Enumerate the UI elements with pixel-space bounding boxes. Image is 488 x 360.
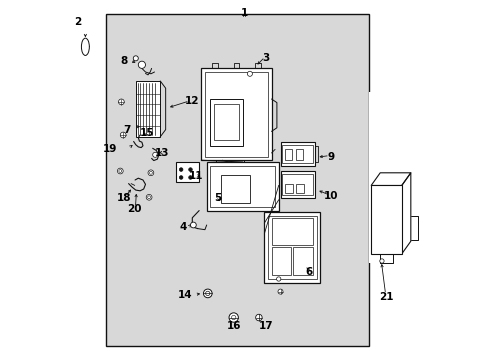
Bar bbox=[280, 171, 314, 198]
Bar bbox=[210, 99, 242, 146]
Bar bbox=[136, 81, 160, 137]
Circle shape bbox=[277, 289, 283, 294]
Bar bbox=[282, 174, 312, 195]
Text: 11: 11 bbox=[188, 171, 203, 181]
Circle shape bbox=[276, 277, 280, 281]
Text: 17: 17 bbox=[258, 321, 273, 331]
Text: 10: 10 bbox=[323, 191, 338, 201]
Bar bbox=[368, 92, 413, 263]
Text: 1: 1 bbox=[241, 8, 247, 18]
Bar bbox=[267, 216, 316, 279]
Bar bbox=[282, 145, 312, 163]
Circle shape bbox=[133, 56, 138, 61]
Bar bbox=[204, 72, 267, 157]
Bar bbox=[213, 104, 239, 140]
Circle shape bbox=[188, 168, 192, 171]
Bar bbox=[210, 166, 275, 207]
Circle shape bbox=[146, 194, 152, 200]
Ellipse shape bbox=[81, 38, 89, 55]
Circle shape bbox=[120, 132, 126, 138]
Bar bbox=[176, 162, 199, 182]
Text: 14: 14 bbox=[177, 290, 192, 300]
Text: 21: 21 bbox=[379, 292, 393, 302]
Circle shape bbox=[179, 168, 183, 171]
Text: 16: 16 bbox=[226, 321, 241, 331]
Circle shape bbox=[379, 259, 383, 263]
Circle shape bbox=[188, 176, 192, 179]
Bar bbox=[295, 149, 302, 160]
Circle shape bbox=[138, 61, 145, 68]
Circle shape bbox=[190, 222, 196, 228]
Bar bbox=[284, 184, 292, 193]
Text: 12: 12 bbox=[184, 96, 199, 106]
Text: 7: 7 bbox=[123, 125, 131, 135]
Bar bbox=[201, 68, 271, 160]
Circle shape bbox=[148, 170, 153, 176]
Circle shape bbox=[117, 168, 123, 174]
Circle shape bbox=[247, 71, 252, 76]
Text: 13: 13 bbox=[154, 148, 169, 158]
Text: 4: 4 bbox=[179, 222, 186, 232]
Bar bbox=[280, 142, 314, 166]
Bar bbox=[106, 14, 368, 346]
Circle shape bbox=[203, 289, 212, 298]
Circle shape bbox=[152, 152, 158, 157]
Bar bbox=[284, 149, 291, 160]
Text: 5: 5 bbox=[213, 193, 221, 203]
Circle shape bbox=[228, 313, 238, 322]
Bar bbox=[370, 185, 401, 254]
Text: 9: 9 bbox=[326, 152, 334, 162]
Text: 6: 6 bbox=[305, 267, 312, 277]
Text: 18: 18 bbox=[117, 193, 131, 203]
Text: 20: 20 bbox=[127, 204, 142, 214]
Circle shape bbox=[118, 99, 124, 105]
Text: 15: 15 bbox=[140, 128, 154, 138]
Text: 2: 2 bbox=[74, 17, 81, 27]
Text: 3: 3 bbox=[262, 53, 269, 63]
Text: 8: 8 bbox=[120, 56, 127, 66]
Text: 19: 19 bbox=[102, 144, 117, 154]
Bar bbox=[206, 162, 278, 211]
Bar bbox=[271, 218, 312, 245]
Bar bbox=[296, 184, 304, 193]
Bar bbox=[271, 247, 291, 275]
Bar bbox=[221, 175, 249, 203]
Bar bbox=[292, 247, 312, 275]
Circle shape bbox=[255, 314, 262, 321]
Circle shape bbox=[179, 176, 183, 179]
Bar bbox=[264, 212, 320, 283]
